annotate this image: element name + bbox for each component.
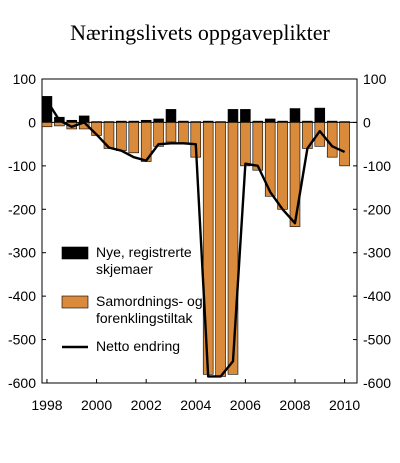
bar-samordnings-tiltak	[264, 122, 276, 197]
bar-samordnings-tiltak	[326, 122, 338, 158]
y-tick-label-left: -200	[8, 201, 36, 217]
y-tick-label-left: -100	[8, 158, 36, 174]
y-tick-label-right: -500	[363, 332, 391, 348]
legend-label: skjemaer	[96, 261, 153, 277]
bar-samordnings-tiltak	[252, 122, 264, 171]
y-tick-label-left: 100	[13, 71, 37, 87]
bar-samordnings-tiltak	[240, 122, 251, 167]
legend-label: Netto endring	[96, 338, 180, 354]
bar-samordnings-tiltak	[339, 122, 350, 167]
x-tick-label: 2010	[329, 397, 360, 413]
y-tick-label-right: -600	[363, 375, 391, 391]
bar-nye-skjemaer	[153, 118, 164, 123]
legend-swatch	[61, 295, 89, 309]
bar-nye-skjemaer	[227, 109, 239, 123]
plot-frame	[41, 78, 358, 384]
x-tick-label: 2008	[279, 397, 310, 413]
netto-endring-line	[45, 100, 346, 378]
bar-samordnings-tiltak	[215, 122, 226, 377]
chart-title: Næringslivets oppgaveplikter	[70, 20, 330, 45]
bar-samordnings-tiltak	[153, 122, 164, 147]
x-tick-label: 2004	[180, 397, 211, 413]
y-tick-label-right: -400	[363, 288, 391, 304]
y-tick-label-right: -200	[363, 201, 391, 217]
bar-nye-skjemaer	[41, 96, 53, 123]
y-tick-label-left: -600	[8, 375, 36, 391]
bar-samordnings-tiltak	[277, 122, 288, 210]
bar-samordnings-tiltak	[289, 122, 301, 227]
bar-samordnings-tiltak	[128, 122, 140, 154]
y-tick-label-left: -300	[8, 245, 36, 261]
bar-nye-skjemaer	[240, 109, 251, 123]
legend-swatch	[61, 246, 89, 260]
y-tick-label-left: -500	[8, 332, 36, 348]
y-tick-label-right: -300	[363, 245, 391, 261]
legend-label: Nye, registrerte	[96, 244, 192, 260]
bar-samordnings-tiltak	[165, 122, 177, 143]
legend-label: Samordnings- og	[96, 293, 203, 309]
bar-nye-skjemaer	[264, 118, 276, 123]
bar-samordnings-tiltak	[314, 122, 326, 147]
x-tick-label: 1998	[31, 397, 62, 413]
y-tick-label-left: 0	[28, 114, 36, 130]
bar-nye-skjemaer	[165, 109, 177, 123]
bar-nye-skjemaer	[289, 108, 301, 123]
y-tick-label-right: 100	[363, 71, 387, 87]
y-tick-label-right: 0	[363, 114, 371, 130]
bar-samordnings-tiltak	[227, 122, 239, 375]
bar-samordnings-tiltak	[178, 122, 189, 145]
x-tick-label: 2006	[230, 397, 261, 413]
bar-samordnings-tiltak	[41, 122, 53, 128]
bar-nye-skjemaer	[140, 119, 152, 123]
bar-samordnings-tiltak	[116, 122, 127, 151]
legend-label: forenklingstiltak	[96, 310, 193, 326]
bar-nye-skjemaer	[66, 119, 78, 123]
x-tick-label: 2002	[131, 397, 162, 413]
x-tick-label: 2000	[81, 397, 112, 413]
y-tick-label-left: -400	[8, 288, 36, 304]
y-tick-label-right: -100	[363, 158, 391, 174]
bar-samordnings-tiltak	[202, 122, 214, 375]
bar-nye-skjemaer	[314, 107, 326, 123]
